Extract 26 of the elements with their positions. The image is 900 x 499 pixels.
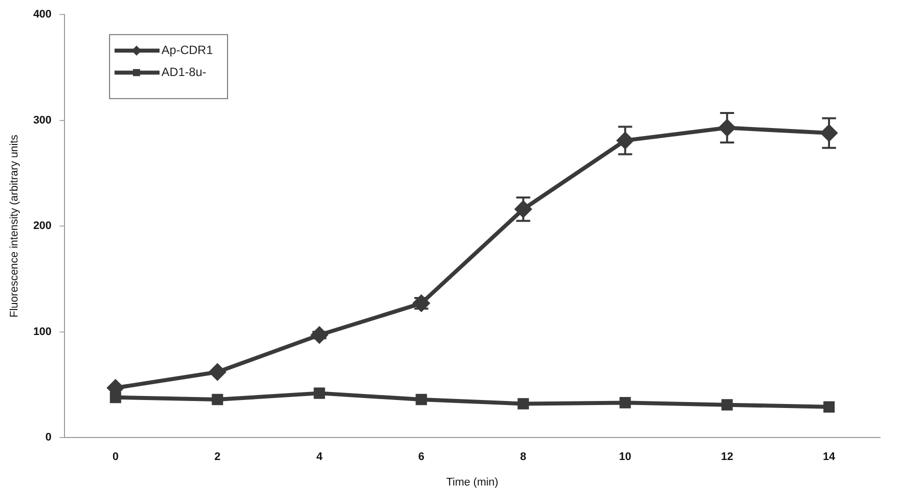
point bbox=[314, 388, 326, 399]
y-tick-label: 300 bbox=[33, 114, 52, 126]
point bbox=[620, 397, 631, 408]
point bbox=[412, 294, 430, 312]
x-tick-label: 0 bbox=[112, 451, 119, 464]
y-tick-label: 100 bbox=[33, 326, 52, 338]
legend-label: Ap-CDR1 bbox=[162, 42, 214, 57]
x-tick-label: 14 bbox=[822, 451, 836, 464]
point bbox=[212, 394, 224, 406]
x-tick-label: 4 bbox=[316, 451, 324, 464]
x-tick-label: 8 bbox=[520, 451, 526, 464]
y-tick-label: 400 bbox=[33, 8, 52, 21]
x-tick-label: 2 bbox=[214, 451, 221, 464]
point bbox=[721, 399, 733, 410]
x-tick-label: 10 bbox=[619, 451, 632, 464]
y-tick-label: 200 bbox=[33, 220, 52, 232]
x-axis-title: Time (min) bbox=[446, 476, 498, 488]
legend-label: AD1-8u- bbox=[162, 64, 206, 79]
x-tick-label: 12 bbox=[720, 451, 734, 464]
y-axis-title: Fluorescence intensity (arbitrary units bbox=[8, 134, 21, 318]
point bbox=[518, 398, 529, 410]
x-tick-label: 6 bbox=[418, 451, 424, 464]
y-tick-label: 0 bbox=[45, 432, 52, 444]
point bbox=[416, 394, 427, 406]
point bbox=[208, 363, 226, 382]
point bbox=[823, 401, 835, 413]
